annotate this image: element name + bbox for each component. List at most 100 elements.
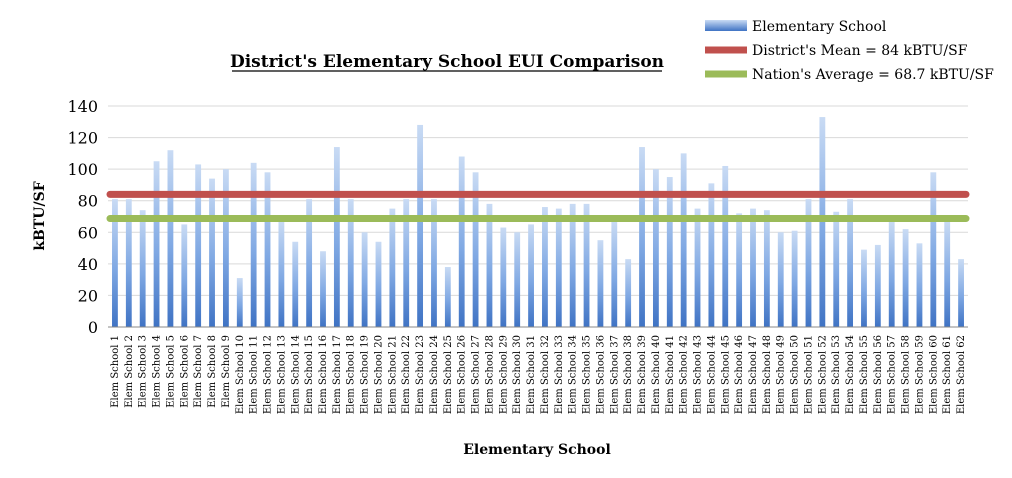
bar <box>902 229 909 327</box>
x-tick-label: Elem School 56 <box>873 335 884 414</box>
x-tick-label: Elem School 33 <box>554 335 565 414</box>
x-tick-label: Elem School 38 <box>623 335 634 414</box>
x-tick-label: Elem School 13 <box>276 335 287 414</box>
bar <box>222 169 229 327</box>
x-tick-label: Elem School 1 <box>110 335 121 408</box>
x-tick-label: Elem School 12 <box>263 335 274 414</box>
bar <box>833 211 840 327</box>
bar <box>347 199 354 327</box>
bar <box>708 183 715 327</box>
x-tick-label: Elem School 31 <box>526 335 537 414</box>
y-tick-label: 80 <box>78 192 98 211</box>
legend-label-bars: Elementary School <box>752 19 887 35</box>
bar <box>250 162 257 327</box>
x-tick-label: Elem School 6 <box>179 335 190 408</box>
bar <box>930 172 937 327</box>
bar <box>569 203 576 327</box>
x-tick-label: Elem School 40 <box>651 335 662 414</box>
y-tick-label: 140 <box>67 97 98 116</box>
bar <box>847 199 854 327</box>
bar <box>139 210 146 327</box>
bar <box>417 124 424 327</box>
bar <box>125 199 132 327</box>
bar <box>431 199 437 327</box>
bar <box>666 177 673 327</box>
x-tick-label: Elem School 29 <box>498 335 509 414</box>
x-tick-label: Elem School 48 <box>762 335 773 414</box>
bar <box>736 213 743 327</box>
bar <box>458 156 465 327</box>
x-tick-label: Elem School 49 <box>776 335 787 414</box>
x-tick-label: Elem School 42 <box>679 335 690 414</box>
bar <box>292 241 299 327</box>
bar <box>958 259 964 327</box>
bar <box>542 207 548 327</box>
x-tick-label: Elem School 25 <box>443 335 454 414</box>
bar <box>181 224 188 327</box>
bar <box>167 150 174 327</box>
bar <box>750 208 756 327</box>
x-tick-label: Elem School 58 <box>901 335 912 414</box>
x-tick-label: Elem School 54 <box>845 335 856 414</box>
bar <box>112 199 118 327</box>
reference-lines <box>106 190 970 223</box>
x-tick-label: Elem School 62 <box>956 335 967 414</box>
x-tick-label: Elem School 37 <box>609 335 620 414</box>
legend-swatch-bars <box>705 20 747 31</box>
y-tick-label: 0 <box>88 318 98 337</box>
bar <box>361 232 368 327</box>
bar <box>583 203 590 327</box>
x-tick-label: Elem School 9 <box>221 335 232 408</box>
legend-label-mean: District's Mean = 84 kBTU/SF <box>752 43 968 59</box>
x-tick-label: Elem School 26 <box>457 335 468 414</box>
x-tick-label: Elem School 50 <box>790 335 801 414</box>
bar <box>888 221 895 327</box>
x-tick-label: Elem School 43 <box>693 335 704 414</box>
x-tick-label: Elem School 45 <box>720 335 731 414</box>
x-tick-label: Elem School 5 <box>165 335 176 408</box>
bar <box>403 199 410 327</box>
bar <box>611 221 618 327</box>
x-tick-label: Elem School 27 <box>471 335 482 414</box>
x-tick-label: Elem School 30 <box>512 335 523 414</box>
bar <box>639 147 645 327</box>
bar <box>333 147 340 327</box>
x-tick-label: Elem School 16 <box>318 335 329 414</box>
x-tick-label: Elem School 19 <box>360 335 371 414</box>
bar <box>472 172 479 327</box>
x-tick-label: Elem School 52 <box>817 335 828 414</box>
y-axis-title: kBTU/SF <box>32 181 48 250</box>
x-tick-label: Elem School 7 <box>193 335 204 408</box>
bar <box>680 153 687 327</box>
bars <box>112 117 964 327</box>
bar <box>195 164 202 327</box>
x-tick-label: Elem School 53 <box>831 335 842 414</box>
x-tick-label: Elem School 10 <box>235 335 246 414</box>
x-tick-label: Elem School 36 <box>595 335 606 414</box>
bar <box>514 232 521 327</box>
x-tick-label: Elem School 3 <box>138 335 149 408</box>
bar <box>777 232 784 327</box>
x-tick-label: Elem School 61 <box>942 335 953 414</box>
x-tick-label: Elem School 22 <box>401 335 412 414</box>
bar <box>722 165 729 327</box>
bar <box>264 172 271 327</box>
x-tick-label: Elem School 15 <box>304 335 315 414</box>
bar <box>861 249 867 327</box>
x-tick-label: Elem School 23 <box>415 335 426 414</box>
bar <box>389 208 396 327</box>
bar <box>791 230 798 327</box>
x-tick-label: Elem School 34 <box>568 335 579 414</box>
x-tick-label: Elem School 14 <box>290 335 301 414</box>
bar <box>597 240 604 327</box>
x-tick-label: Elem School 17 <box>332 335 343 414</box>
bar <box>486 203 493 327</box>
y-tick-label: 20 <box>78 286 98 305</box>
y-axis-ticks: 0 20 40 60 80 100 120 140 <box>67 97 98 337</box>
bar <box>652 169 659 327</box>
x-tick-label: Elem School 24 <box>429 335 440 414</box>
x-tick-label: Elem School 8 <box>207 335 218 408</box>
